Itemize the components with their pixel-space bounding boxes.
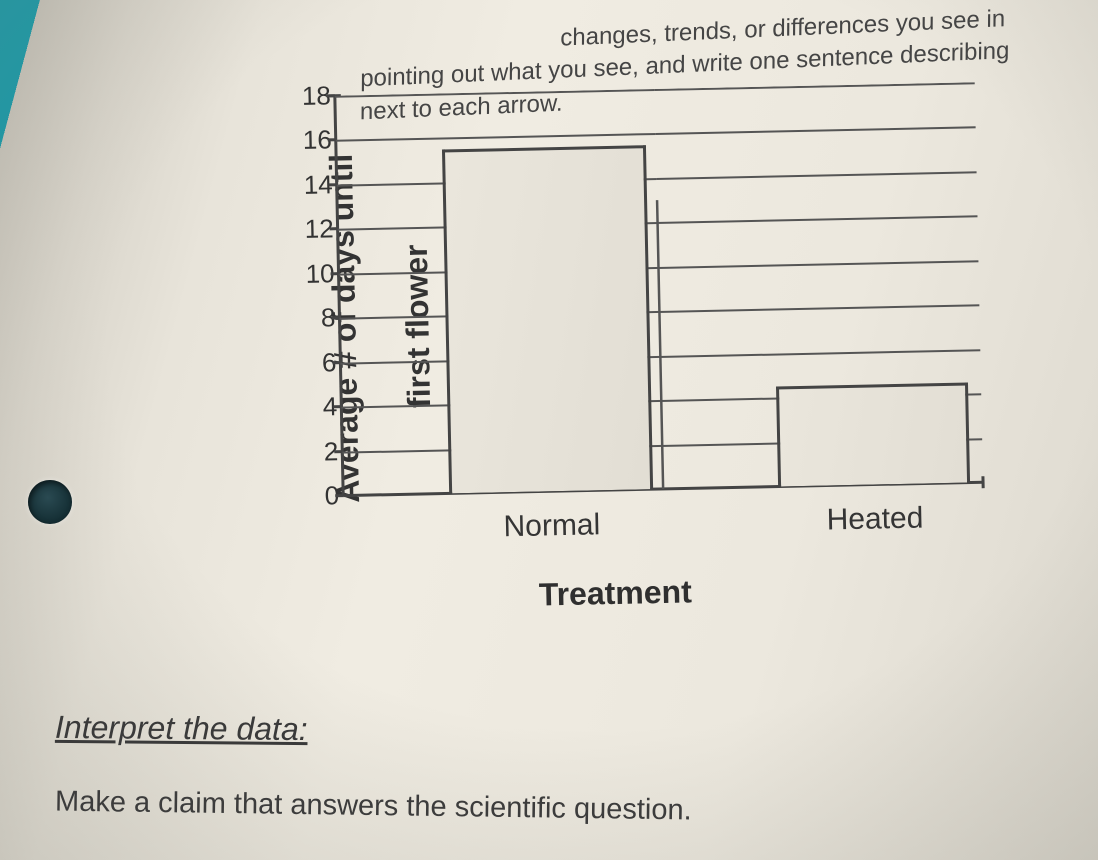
bar-chart: Average # of days until first flower 024…	[195, 71, 1026, 608]
gridline	[657, 304, 981, 313]
gridline	[335, 89, 657, 98]
y-tick-mark	[330, 228, 338, 231]
y-tick-mark	[331, 316, 339, 319]
plot-area: 024681012141618 NormalHeated	[335, 82, 983, 495]
gridline	[335, 133, 658, 142]
bar-label-heated: Heated	[826, 501, 923, 537]
bar-region	[335, 89, 663, 496]
y-tick-mark	[327, 94, 335, 97]
gridline	[655, 82, 977, 91]
gridline	[655, 171, 979, 180]
bar-normal	[442, 145, 654, 494]
interpret-heading: Interpret the data:	[55, 709, 308, 748]
bar-label-normal: Normal	[503, 508, 600, 544]
y-tick-mark	[333, 405, 341, 408]
bar-heated	[776, 383, 970, 487]
gridline	[658, 349, 982, 358]
y-tick-mark	[331, 272, 339, 275]
hole-punch	[28, 480, 72, 524]
x-axis-label: Treatment	[538, 573, 692, 613]
y-tick-mark	[334, 450, 342, 453]
y-tick-mark	[329, 183, 337, 186]
gridline	[655, 127, 978, 136]
gridline	[656, 216, 980, 225]
y-tick-labels: 024681012141618	[285, 96, 339, 497]
bar-region	[655, 82, 983, 489]
gridline	[656, 260, 980, 269]
y-tick-mark	[328, 139, 336, 142]
claim-prompt: Make a claim that answers the scientific…	[55, 786, 692, 828]
y-tick-mark	[335, 494, 343, 497]
y-tick-mark	[332, 361, 340, 364]
